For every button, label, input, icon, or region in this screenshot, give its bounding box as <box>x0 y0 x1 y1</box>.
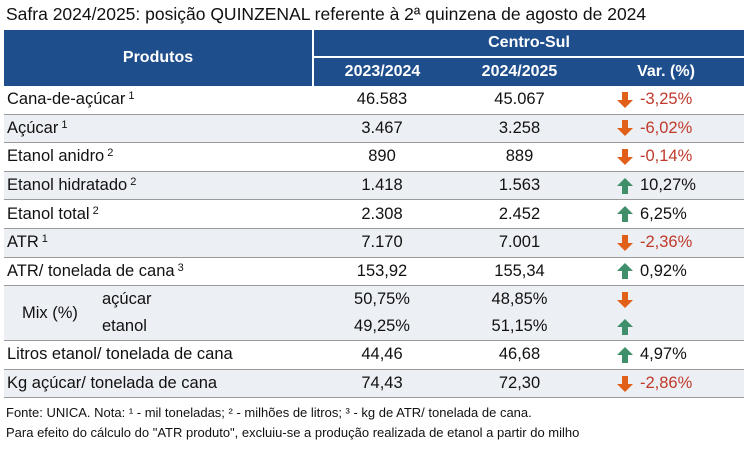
table-row: Etanol total 2 2.308 2.452 6,25% <box>4 199 744 229</box>
mix-sub-etanol: etanol <box>102 317 147 336</box>
table-row-mix-etanol: etanol 49,25% 51,15% <box>4 313 744 342</box>
value-2023: 2.308 <box>313 199 451 229</box>
value-var: -0,14% <box>640 147 693 166</box>
footer-line-2: Para efeito do cálculo do "ATR produto",… <box>6 425 580 440</box>
arrow-down-icon <box>616 234 634 252</box>
row-label: Açúcar <box>7 118 59 137</box>
table-row: Kg açúcar/ tonelada de cana 74,43 72,30 … <box>4 369 744 399</box>
row-note: 1 <box>41 233 48 246</box>
value-var: 4,97% <box>640 345 687 364</box>
value-var: -6,02% <box>640 118 693 137</box>
table-row: Etanol anidro 2 890 889 -0,14% <box>4 142 744 172</box>
row-note: 2 <box>92 204 99 217</box>
table-row: Litros etanol/ tonelada de cana 44,46 46… <box>4 340 744 370</box>
row-label: Cana-de-açúcar <box>7 90 126 109</box>
value-var: 6,25% <box>640 204 687 223</box>
row-label: Litros etanol/ tonelada de cana <box>7 345 233 364</box>
table-row: Cana-de-açúcar 1 46.583 45.067 -3,25% <box>4 86 744 115</box>
data-table: Produtos Centro-Sul 2023/2024 2024/2025 … <box>4 30 744 399</box>
arrow-down-icon <box>616 148 634 166</box>
arrow-down-icon <box>616 91 634 109</box>
value-2024: 889 <box>451 142 588 172</box>
value-2023: 890 <box>313 142 451 172</box>
value-2023: 153,92 <box>313 257 451 287</box>
mix-label: Mix (%) <box>22 304 78 323</box>
value-2023: 50,75% <box>313 285 451 314</box>
mix-sub-acucar: açúcar <box>102 290 152 309</box>
value-2024: 51,15% <box>451 313 588 342</box>
arrow-up-icon <box>616 318 634 336</box>
value-2024: 155,34 <box>451 257 588 287</box>
value-2024: 45.067 <box>451 86 588 115</box>
value-2024: 72,30 <box>451 369 588 399</box>
value-var: -2,36% <box>640 233 693 252</box>
header-col-2024: 2024/2025 <box>451 57 588 86</box>
value-2023: 74,43 <box>313 369 451 399</box>
page-title: Safra 2024/2025: posição QUINZENAL refer… <box>6 4 647 24</box>
value-var: 10,27% <box>640 176 696 195</box>
value-2023: 3.467 <box>313 114 451 144</box>
row-label: ATR/ tonelada de cana <box>7 261 175 280</box>
value-2023: 44,46 <box>313 340 451 370</box>
row-label: Kg açúcar/ tonelada de cana <box>7 374 218 393</box>
row-label: Etanol hidratado <box>7 176 128 195</box>
value-2024: 7.001 <box>451 228 588 258</box>
value-2024: 46,68 <box>451 340 588 370</box>
row-note: 2 <box>130 176 137 189</box>
value-2023: 1.418 <box>313 171 451 201</box>
value-2023: 46.583 <box>313 86 451 115</box>
header-col-var: Var. (%) <box>588 57 744 86</box>
table-row-mix-acucar: Mix (%) açúcar 50,75% 48,85% <box>4 285 744 322</box>
value-var: 0,92% <box>640 261 687 280</box>
row-note: 1 <box>128 90 135 103</box>
header-produtos: Produtos <box>4 30 314 86</box>
arrow-up-icon <box>616 205 634 223</box>
row-note: 2 <box>107 147 114 160</box>
arrow-down-icon <box>616 291 634 309</box>
header-region: Centro-Sul <box>313 30 744 58</box>
value-2023: 7.170 <box>313 228 451 258</box>
arrow-up-icon <box>616 346 634 364</box>
footer-line-1: Fonte: UNICA. Nota: ¹ - mil toneladas; ²… <box>6 405 532 420</box>
table-row: ATR/ tonelada de cana 3 153,92 155,34 0,9… <box>4 257 744 287</box>
row-label: Etanol total <box>7 204 90 223</box>
value-2024: 1.563 <box>451 171 588 201</box>
row-label: ATR <box>7 233 39 252</box>
table-row: Açúcar 1 3.467 3.258 -6,02% <box>4 114 744 144</box>
row-note: 1 <box>61 118 68 131</box>
value-2023: 49,25% <box>313 313 451 342</box>
value-2024: 2.452 <box>451 199 588 229</box>
row-note: 3 <box>177 261 184 274</box>
value-var: -2,86% <box>640 374 693 393</box>
value-2024: 48,85% <box>451 285 588 314</box>
table-row: Etanol hidratado 2 1.418 1.563 10,27% <box>4 171 744 201</box>
arrow-up-icon <box>616 177 634 195</box>
arrow-up-icon <box>616 262 634 280</box>
value-2024: 3.258 <box>451 114 588 144</box>
arrow-down-icon <box>616 119 634 137</box>
row-label: Etanol anidro <box>7 147 105 166</box>
footer-notes: Fonte: UNICA. Nota: ¹ - mil toneladas; ²… <box>6 403 579 443</box>
table-row: ATR 1 7.170 7.001 -2,36% <box>4 228 744 258</box>
arrow-down-icon <box>616 375 634 393</box>
header-col-2023: 2023/2024 <box>313 57 451 86</box>
value-var: -3,25% <box>640 90 693 109</box>
